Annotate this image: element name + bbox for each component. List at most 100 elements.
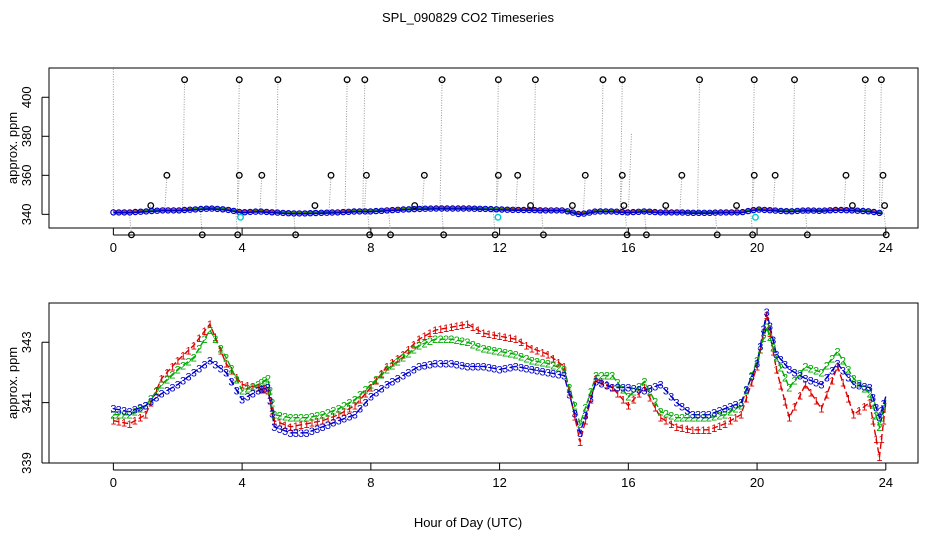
bottom-series-3-point: 3 <box>320 422 326 434</box>
bottom-series-2-point: 2 <box>881 404 887 416</box>
bottom-series-2-point: 2 <box>228 363 234 375</box>
bottom-series-1-point: 1 <box>110 416 116 428</box>
bottom-series-3-point: 3 <box>267 396 273 408</box>
x-axis-label: Hour of Day (UTC) <box>414 515 522 530</box>
bottom-series-3-point: 3 <box>674 398 680 410</box>
bottom-series-1-point: 1 <box>416 334 422 346</box>
top-mid-spike-point <box>618 171 626 179</box>
bottom-series-1-point: 1 <box>486 329 492 341</box>
bottom-series-3-point: 3 <box>352 410 358 422</box>
top-high-spike-line <box>791 79 795 212</box>
bottom-series-2-point: 2 <box>438 334 444 346</box>
bottom-series-3-point: 3 <box>438 358 444 370</box>
bottom-series-3-point: 3 <box>448 358 454 370</box>
bottom-series-1-point: 1 <box>845 394 851 406</box>
bottom-x-tick-label: 24 <box>879 475 893 490</box>
bottom-series-1-point: 1 <box>475 325 481 337</box>
bottom-series-2-point: 2 <box>625 392 631 404</box>
bottom-series-2-point: 2 <box>674 413 680 425</box>
bottom-series-1-point: 1 <box>582 416 588 428</box>
top-mid-spike-line <box>259 175 263 212</box>
bottom-series-2-point: 2 <box>679 413 685 425</box>
bottom-series-1-point: 1 <box>480 328 486 340</box>
bottom-series-2-point: 2 <box>593 371 599 383</box>
top-low-spike-line <box>367 211 371 235</box>
bottom-series-2-point: 2 <box>314 411 320 423</box>
top-high-spike-point <box>181 76 189 84</box>
top-mid-spike-point <box>420 171 428 179</box>
bottom-series-3-point: 3 <box>556 369 562 381</box>
bottom-series-2-point: 2 <box>700 413 706 425</box>
top-small-spike-line <box>663 205 667 213</box>
top-x-tick-label: 0 <box>110 240 117 255</box>
bottom-series-3-point: 3 <box>700 410 706 422</box>
top-mid-spike-line <box>772 175 776 211</box>
bottom-series-3-point: 3 <box>876 413 882 425</box>
bottom-series-1-point: 1 <box>164 367 170 379</box>
top-high-spike-line <box>362 79 366 212</box>
bottom-series-3-point: 3 <box>464 361 470 373</box>
bottom-series-2-point: 2 <box>802 361 808 373</box>
top-small-spike-point <box>662 202 670 210</box>
top-high-spike-point <box>861 76 869 84</box>
bottom-series-1-point: 1 <box>491 330 497 342</box>
bottom-series-2-point: 2 <box>258 378 264 390</box>
bottom-series-3-point: 3 <box>873 403 879 415</box>
bottom-series-2-point: 2 <box>153 387 159 399</box>
bottom-x-tick-label: 12 <box>492 475 506 490</box>
bottom-series-1-point: 1 <box>684 424 690 436</box>
bottom-series-1-point: 1 <box>267 396 273 408</box>
bottom-series-3-point: 3 <box>395 374 401 386</box>
bottom-series-3-point: 3 <box>202 359 208 371</box>
bottom-series-1-point: 1 <box>876 452 882 464</box>
bottom-series-1-point: 1 <box>287 422 293 434</box>
bottom-series-2-point: 2 <box>443 334 449 346</box>
bottom-y-axis-label: approx. ppm <box>5 347 20 419</box>
bottom-series-1-point: 1 <box>786 413 792 425</box>
bottom-series-3-point: 3 <box>454 359 460 371</box>
bottom-series-3-point: 3 <box>615 383 621 395</box>
top-high-spike-line <box>344 79 348 213</box>
bottom-series-2-point: 2 <box>202 334 208 346</box>
bottom-series-2-point: 2 <box>239 386 245 398</box>
top-low-spike-line <box>643 211 647 235</box>
bottom-series-3-point: 3 <box>191 367 197 379</box>
bottom-series-2-point: 2 <box>325 408 331 420</box>
bottom-series-1-point: 1 <box>711 423 717 435</box>
bottom-series-2-point: 2 <box>529 355 535 367</box>
bottom-series-3-point: 3 <box>293 428 299 440</box>
bottom-series-1-point: 1 <box>690 425 696 437</box>
bottom-series-1-point: 1 <box>389 357 395 369</box>
bottom-series-3-point: 3 <box>400 371 406 383</box>
bottom-series-3-point: 3 <box>684 406 690 418</box>
bottom-series-3-point: 3 <box>518 362 524 374</box>
top-x-tick-label: 12 <box>492 240 506 255</box>
bottom-series-2-point: 2 <box>813 365 819 377</box>
bottom-series-2-point: 2 <box>861 384 867 396</box>
bottom-series-2-point: 2 <box>716 411 722 423</box>
bottom-series-2-point: 2 <box>757 344 763 356</box>
bottom-series-2-point: 2 <box>631 387 637 399</box>
bottom-series-1-point: 1 <box>652 403 658 415</box>
bottom-series-2-point: 2 <box>191 352 197 364</box>
bottom-series-3-point: 3 <box>384 380 390 392</box>
bottom-series-1-point: 1 <box>400 349 406 361</box>
bottom-series-1-point: 1 <box>545 349 551 361</box>
bottom-series-3-point: 3 <box>269 409 275 421</box>
bottom-series-2-point: 2 <box>760 333 766 345</box>
bottom-series-2-point: 2 <box>572 401 578 413</box>
bottom-series-1-point: 1 <box>706 425 712 437</box>
bottom-series-3-point: 3 <box>228 377 234 389</box>
top-mid-spike-point <box>771 171 779 179</box>
bottom-series-2-point: 2 <box>518 351 524 363</box>
bottom-series-3-point: 3 <box>223 367 229 379</box>
bottom-series-3-point: 3 <box>609 383 615 395</box>
bottom-series-3-point: 3 <box>870 393 876 405</box>
bottom-series-3-point: 3 <box>566 390 572 402</box>
bottom-series-1-point: 1 <box>330 412 336 424</box>
bottom-series-1-point: 1 <box>722 419 728 431</box>
bottom-series-2-point: 2 <box>770 342 776 354</box>
bottom-series-2-point: 2 <box>878 413 884 425</box>
bottom-series-1-point: 1 <box>303 419 309 431</box>
